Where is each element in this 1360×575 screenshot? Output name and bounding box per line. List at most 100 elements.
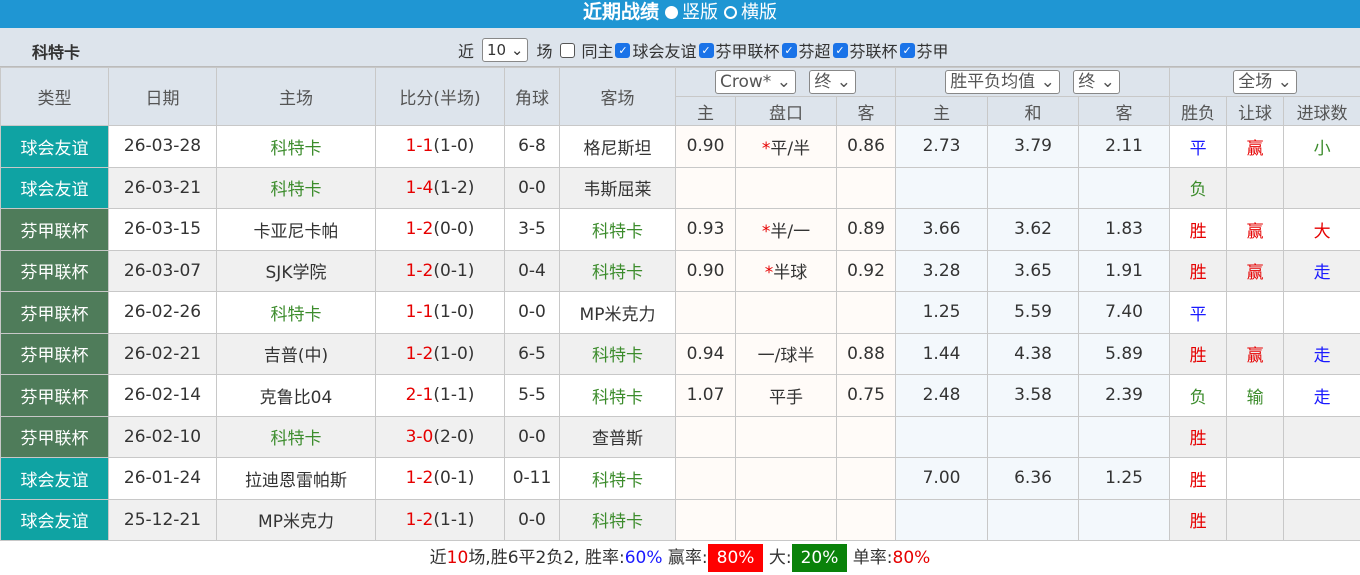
corner-count-text: 5-5 [518, 385, 546, 405]
match-type[interactable]: 球会友谊 [1, 167, 109, 209]
half-time-score: (1-1) [433, 385, 474, 405]
match-type[interactable]: 芬甲联杯 [1, 333, 109, 375]
match-score[interactable]: 3-0(2-0) [376, 416, 505, 458]
summary-text: 大: [763, 548, 791, 568]
ah-away-odds: 0.75 [837, 375, 896, 417]
scope-select[interactable]: 全场 ⌄ [1233, 70, 1297, 94]
match-type-text: 球会友谊 [21, 180, 89, 200]
ah-line: 平手 [736, 375, 837, 417]
home-team[interactable]: MP米克力 [217, 499, 376, 541]
match-type[interactable]: 芬甲联杯 [1, 250, 109, 292]
match-type-text: 球会友谊 [21, 512, 89, 532]
away-team[interactable]: MP米克力 [560, 292, 676, 334]
radio-horizontal[interactable] [724, 6, 737, 19]
eu-away-odds: 1.25 [1079, 458, 1170, 500]
home-team[interactable]: 拉迪恩雷帕斯 [217, 458, 376, 500]
eu-home-odds-text: 3.66 [923, 219, 961, 239]
league-checkbox[interactable]: ✓ [900, 43, 915, 58]
odds-company-header: Crow* ⌄ 终 ⌄ [676, 68, 896, 97]
match-type[interactable]: 芬甲联杯 [1, 292, 109, 334]
match-type[interactable]: 球会友谊 [1, 126, 109, 168]
match-date-text: 26-03-28 [124, 136, 201, 156]
option-horizontal[interactable]: 横版 [741, 2, 777, 23]
home-team-text: 克鲁比04 [260, 388, 333, 408]
home-team[interactable]: 科特卡 [217, 292, 376, 334]
match-score[interactable]: 1-2(0-1) [376, 458, 505, 500]
match-date: 25-12-21 [109, 499, 217, 541]
line-text: 半/一 [770, 222, 810, 242]
eu-away-odds: 2.11 [1079, 126, 1170, 168]
home-team[interactable]: 科特卡 [217, 416, 376, 458]
eu-home-odds: 7.00 [896, 458, 988, 500]
match-score[interactable]: 1-1(1-0) [376, 292, 505, 334]
radio-vertical[interactable] [665, 6, 678, 19]
away-team[interactable]: 科特卡 [560, 499, 676, 541]
eu-draw-odds: 6.36 [988, 458, 1079, 500]
option-vertical[interactable]: 竖版 [682, 2, 718, 23]
away-team[interactable]: 科特卡 [560, 209, 676, 251]
home-team[interactable]: 科特卡 [217, 126, 376, 168]
avg-odds-header: 胜平负均值 ⌄ 终 ⌄ [896, 68, 1170, 97]
result: 平 [1170, 126, 1227, 168]
match-type[interactable]: 芬甲联杯 [1, 209, 109, 251]
corner-count: 0-11 [505, 458, 560, 500]
same-home-checkbox[interactable] [560, 43, 575, 58]
ah-home-odds [676, 458, 736, 500]
away-team[interactable]: 韦斯屈莱 [560, 167, 676, 209]
ah-away-odds-text: 0.75 [847, 385, 885, 405]
league-checkbox[interactable]: ✓ [615, 43, 630, 58]
match-type[interactable]: 芬甲联杯 [1, 416, 109, 458]
result: 胜 [1170, 209, 1227, 251]
home-team[interactable]: 克鲁比04 [217, 375, 376, 417]
league-checkbox[interactable]: ✓ [833, 43, 848, 58]
match-score[interactable]: 1-2(1-0) [376, 333, 505, 375]
handicap-result: 赢 [1227, 126, 1284, 168]
match-type[interactable]: 球会友谊 [1, 499, 109, 541]
goals-result [1284, 292, 1360, 334]
match-score[interactable]: 1-1(1-0) [376, 126, 505, 168]
company-value: Crow* [720, 72, 771, 92]
away-team[interactable]: 查普斯 [560, 416, 676, 458]
col-goals: 进球数 [1284, 97, 1360, 126]
match-type[interactable]: 芬甲联杯 [1, 375, 109, 417]
match-type[interactable]: 球会友谊 [1, 458, 109, 500]
eu-draw-odds-text: 3.79 [1014, 136, 1052, 156]
match-score[interactable]: 2-1(1-1) [376, 375, 505, 417]
home-team-text: 卡亚尼卡帕 [254, 222, 339, 242]
same-home-label: 同主 [581, 38, 613, 62]
ah-away-odds: 0.86 [837, 126, 896, 168]
home-team[interactable]: 吉普(中) [217, 333, 376, 375]
away-team[interactable]: 科特卡 [560, 333, 676, 375]
league-label: 芬超 [799, 38, 831, 62]
result-text: 平 [1190, 305, 1207, 325]
ah-away-odds-text: 0.92 [847, 261, 885, 281]
corner-count: 0-0 [505, 499, 560, 541]
away-team[interactable]: 科特卡 [560, 250, 676, 292]
match-date-text: 26-03-07 [124, 261, 201, 281]
away-team[interactable]: 科特卡 [560, 375, 676, 417]
line-text: 平/半 [770, 139, 810, 159]
ah-home-odds [676, 292, 736, 334]
odds-time-select[interactable]: 终 ⌄ [809, 70, 856, 94]
home-team[interactable]: 科特卡 [217, 167, 376, 209]
match-score[interactable]: 1-2(0-0) [376, 209, 505, 251]
match-count-value: 10 [487, 41, 506, 59]
company-select[interactable]: Crow* ⌄ [715, 70, 796, 94]
avg-select[interactable]: 胜平负均值 ⌄ [945, 70, 1060, 94]
league-checkbox[interactable]: ✓ [782, 43, 797, 58]
home-team[interactable]: SJK学院 [217, 250, 376, 292]
eu-home-odds-text: 1.44 [923, 344, 961, 364]
avg-time-select[interactable]: 终 ⌄ [1073, 70, 1120, 94]
home-team[interactable]: 卡亚尼卡帕 [217, 209, 376, 251]
league-checkbox[interactable]: ✓ [699, 43, 714, 58]
match-score[interactable]: 1-2(1-1) [376, 499, 505, 541]
match-score[interactable]: 1-2(0-1) [376, 250, 505, 292]
match-count-select[interactable]: 10 ⌄ [482, 38, 528, 62]
result-text: 负 [1190, 388, 1207, 408]
home-team-text: MP米克力 [258, 512, 334, 532]
away-team[interactable]: 科特卡 [560, 458, 676, 500]
ah-away-odds: 0.88 [837, 333, 896, 375]
match-score[interactable]: 1-4(1-2) [376, 167, 505, 209]
away-team[interactable]: 格尼斯坦 [560, 126, 676, 168]
